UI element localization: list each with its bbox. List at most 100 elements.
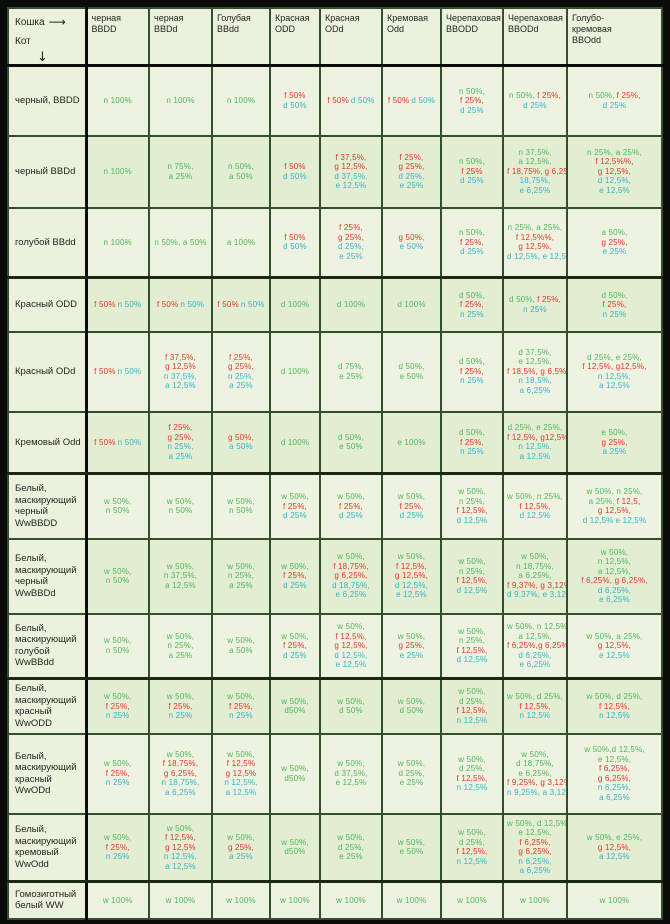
genotype-percentage: d 18,75%, <box>332 580 370 590</box>
genotype-percentage: w 50%, <box>227 833 255 842</box>
genotype-percentage: w 50%, n 25%, <box>586 487 643 497</box>
genotype-percentage: a 12,5%, <box>597 566 632 576</box>
cross-result-cell: w 50%, d 25%, f 12,5%, n 12,5% <box>440 732 504 815</box>
cross-result-cell: f 50% d 50% <box>381 64 442 137</box>
genotype-percentage: n 25%, <box>167 442 194 452</box>
genotype-percentage: a 25% <box>168 650 193 660</box>
genotype-percentage: n 25% <box>105 852 130 861</box>
genotype-percentage: f 50% <box>94 300 116 309</box>
genotype-percentage: g 25%, <box>398 162 425 171</box>
cross-result-cell: w 100% <box>319 880 383 920</box>
genotype-percentage: f 25%, <box>229 352 253 362</box>
cross-result-cell: n 37,5%,a 12,5%,f 18,75%,g 6,25%,d18,75%… <box>502 134 568 209</box>
genotype-percentage: n 50% <box>229 506 253 516</box>
genotype-percentage: w 50%, <box>227 561 255 571</box>
cross-result-cell: w 50%, f 12,5%, g 12,5% n 12,5%, a 12,5% <box>148 812 213 883</box>
genotype-percentage: e 25% <box>602 247 627 256</box>
cross-result-cell: w 50%, e 50% <box>381 812 442 883</box>
genotype-percentage: d 25% <box>283 650 307 660</box>
cross-result-cell: w 50%, n 25%, f 12,5%, d 12,5% <box>440 472 504 540</box>
cat-color-inheritance-table: Кошка ⟶ Кот ↓ черная BBDD черная BBDd Голу… <box>7 7 663 920</box>
genotype-percentage: 18,75%, <box>519 176 551 186</box>
genotype-percentage: w 50%, <box>281 631 309 641</box>
genotype-percentage: w 100% <box>102 895 133 905</box>
genotype-percentage: g 25%, <box>167 432 194 442</box>
genotype-percentage: n 50% <box>117 437 142 447</box>
genotype-percentage: w 100% <box>226 895 256 905</box>
genotype-percentage: a 25% <box>602 447 627 456</box>
genotype-percentage: n 50%, <box>458 86 486 96</box>
genotype-percentage: f 18,75%, <box>162 759 199 769</box>
genotype-percentage: f 25%, <box>229 701 253 711</box>
genotype-percentage: d50% <box>284 773 306 783</box>
genotype-percentage: d 50% <box>283 171 307 181</box>
genotype-percentage: n 37,5%, <box>518 147 552 157</box>
genotype-percentage: f 12,5%, <box>335 631 367 641</box>
genotype-percentage: e 12,5% <box>599 185 630 195</box>
genotype-percentage: w 50%, <box>281 696 309 706</box>
genotype-percentage: d 50%, <box>458 357 486 367</box>
genotype-percentage: n 50%, <box>458 228 486 237</box>
cross-result-cell: w 50%, f 25%, d 25% <box>269 472 321 540</box>
cross-result-cell: w 50%, f 18,75%, g 6,25%, d 18,75%, e 6,25% <box>319 537 383 615</box>
genotype-percentage: e 12,5% <box>615 515 647 525</box>
genotype-percentage: d 25% <box>460 247 484 256</box>
genotype-percentage: n 50%, <box>458 157 486 167</box>
genotype-percentage: g 12,5%, <box>518 242 552 252</box>
genotype-percentage: w 50%, d 25%, <box>507 692 563 701</box>
cross-result-cell: f 50% n 50% <box>85 410 150 475</box>
genotype-percentage: f 12,5%, <box>456 645 488 655</box>
genotype-percentage: w 50%, <box>281 561 309 571</box>
genotype-percentage: e 12,5%, <box>518 828 552 838</box>
genotype-percentage: w 50%, <box>337 696 365 706</box>
genotype-percentage: f 12,5%, <box>396 561 427 571</box>
genotype-percentage: d 50% <box>339 706 363 716</box>
genotype-percentage: d 25%, <box>458 696 486 706</box>
cross-result-cell: w 50%, n 25%, f 12,5%, d 12,5% <box>440 612 504 680</box>
genotype-percentage: f 12,5%, g12,5%, <box>582 362 647 371</box>
genotype-percentage: d 100% <box>280 366 310 376</box>
genotype-percentage: f 12,5%, <box>599 701 630 711</box>
female-axis-label: Кошка <box>15 16 45 28</box>
genotype-percentage: d 12,5%, <box>334 650 368 660</box>
header-row: Кошка ⟶ Кот ↓ черная BBDD черная BBDd Голу… <box>7 7 663 67</box>
table-row: голубой BBdd n 100% n 50%, a 50% a 100% f 50… <box>7 206 663 279</box>
row-header: Кремовый Odd <box>7 410 88 475</box>
cross-result-cell: w 50%, f 25%, n 25% <box>85 677 150 735</box>
genotype-percentage: w 50%, <box>337 759 365 769</box>
genotype-percentage: w 50%, n 12,5%, <box>507 622 567 631</box>
genotype-percentage: f 25%, <box>168 701 193 711</box>
genotype-percentage: w 50%, <box>104 759 132 769</box>
column-header: черная BBDd <box>148 7 213 67</box>
genotype-percentage: n 50% <box>240 300 265 309</box>
genotype-percentage: w 50%, <box>337 552 365 562</box>
cross-result-cell: w 50%, d 25%, e 25% <box>319 812 383 883</box>
cross-result-cell: n 100% <box>85 206 150 279</box>
genotype-percentage: f 50% <box>217 300 239 309</box>
cross-result-cell: w 50%, n 50% <box>148 472 213 540</box>
genotype-percentage: d 25%, <box>398 171 425 181</box>
cross-result-cell: f 37,5%, g 12,5%, d 37,5%, e 12,5% <box>319 134 383 209</box>
cross-result-cell: g 50%, e 50% <box>381 206 442 279</box>
genotype-percentage: w 50%, <box>397 759 426 769</box>
cross-result-cell: w 50%, n 37,5%, a 12,5% <box>148 537 213 615</box>
genotype-percentage: f 12,5%, <box>456 847 488 857</box>
genotype-percentage: w 50%, <box>104 636 132 646</box>
genotype-percentage: n 25%, <box>227 371 255 381</box>
genotype-percentage: f 18,75%, <box>507 166 543 176</box>
genotype-percentage: w 50%, <box>397 696 426 706</box>
genotype-percentage: d 50%, <box>458 428 486 437</box>
genotype-percentage: e 12,5%, <box>597 754 632 764</box>
genotype-percentage: n 50%, <box>588 91 615 101</box>
genotype-percentage: w 50%, <box>458 487 486 497</box>
genotype-percentage: d 6,25%, <box>597 585 632 595</box>
cross-result-cell: n 50%, f 25%, d 25% <box>440 206 504 279</box>
cross-result-cell: w 50%, d 18,75%, e 6,25%, f 9,25%, g 3,12%,… <box>502 732 568 815</box>
genotype-percentage: d 50%, <box>337 432 365 442</box>
row-header: Красный ODd <box>7 330 88 413</box>
genotype-percentage: n 25%, <box>458 566 486 576</box>
genotype-percentage: n 100% <box>103 237 132 247</box>
genotype-percentage: f 25%, <box>616 91 641 101</box>
cross-result-cell: n 100% <box>211 64 271 137</box>
genotype-percentage: f 12,5%, g12,5%, <box>507 432 567 442</box>
